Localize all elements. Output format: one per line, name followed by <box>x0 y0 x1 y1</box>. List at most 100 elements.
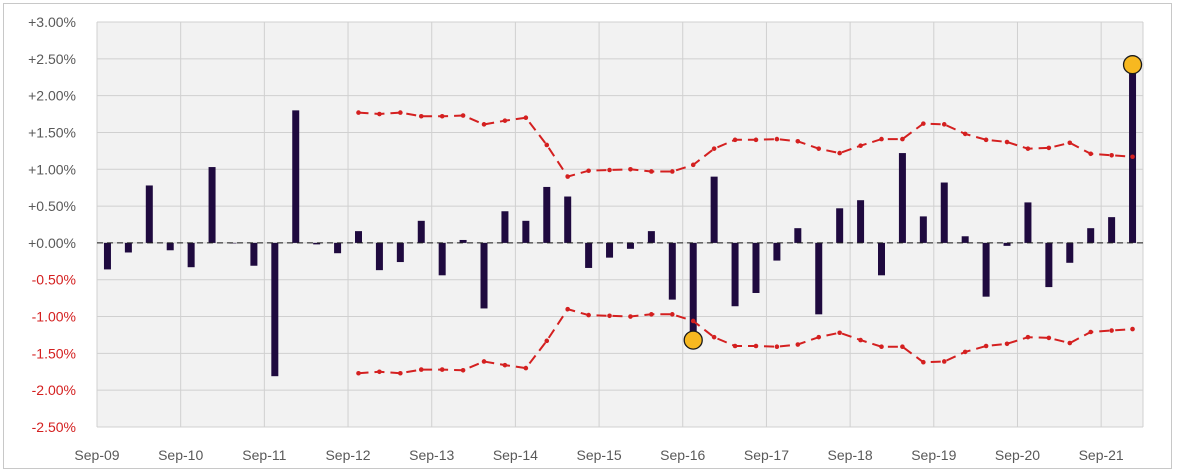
lower-band-point <box>586 312 591 318</box>
bar <box>166 242 174 251</box>
lower-band-point <box>628 314 633 319</box>
bar <box>815 242 823 315</box>
bar <box>940 182 948 243</box>
y-tick-label: +2.00% <box>28 88 76 104</box>
bar <box>898 153 906 243</box>
upper-band-point <box>941 122 947 127</box>
upper-band-series <box>356 110 1135 179</box>
bar <box>794 228 802 243</box>
upper-band-point <box>732 137 738 143</box>
upper-band-point <box>607 167 612 173</box>
bar <box>626 242 634 249</box>
lower-band-point <box>732 343 738 349</box>
upper-band-point <box>460 113 466 118</box>
upper-band-point <box>1109 152 1114 158</box>
upper-band-point <box>565 174 570 179</box>
bar <box>271 242 279 377</box>
upper-band-point <box>921 121 926 126</box>
bar <box>292 110 300 243</box>
bar <box>501 211 509 243</box>
bar <box>375 242 383 271</box>
y-tick-label: +3.00% <box>28 14 76 30</box>
x-tick-label: Sep-18 <box>828 447 873 463</box>
upper-band-point <box>1088 151 1093 157</box>
bar <box>585 242 593 268</box>
upper-band-point <box>481 122 487 127</box>
lower-band-point <box>690 318 696 324</box>
upper-band-point <box>1130 154 1135 160</box>
bar <box>752 242 760 293</box>
upper-band-point <box>690 162 696 168</box>
lower-band-point <box>753 343 759 349</box>
lower-band-point <box>607 313 612 319</box>
x-tick-label: Sep-09 <box>74 447 119 463</box>
bar <box>710 176 718 243</box>
lower-band-point <box>649 312 654 317</box>
y-tick-label: +2.50% <box>28 51 76 67</box>
upper-band-line <box>358 111 1133 178</box>
bar <box>1045 242 1053 288</box>
lower-band-point <box>481 359 487 364</box>
lower-band-point <box>418 367 424 372</box>
y-tick-label: -1.50% <box>32 345 76 361</box>
bar <box>355 231 362 243</box>
lower-band-point <box>439 367 445 372</box>
bar <box>773 242 781 261</box>
upper-band-point <box>900 136 905 142</box>
upper-band-point <box>1025 146 1031 151</box>
upper-band-point <box>753 137 759 143</box>
bar <box>1003 242 1011 246</box>
lower-band-point <box>941 359 947 364</box>
upper-band-point <box>962 131 968 137</box>
y-axis-tick-labels: +3.00% +2.50% +2.00% +1.50% +1.00% +0.50% +0.0… <box>28 14 76 435</box>
y-tick-label: -2.50% <box>32 419 76 435</box>
grid-lines <box>96 21 1144 428</box>
bar <box>124 242 132 253</box>
lower-band-point <box>544 338 550 344</box>
x-tick-label: Sep-11 <box>242 447 286 463</box>
lower-band-point <box>774 344 780 350</box>
upper-band-point <box>670 169 675 174</box>
lower-band-point <box>983 343 989 349</box>
lower-band-point <box>356 370 361 376</box>
upper-band-point <box>816 146 822 151</box>
bar <box>522 220 530 243</box>
bar <box>417 220 425 243</box>
lower-band-point <box>816 334 822 340</box>
lower-band-point <box>398 370 403 376</box>
bar <box>187 242 195 268</box>
bar <box>836 208 844 243</box>
bar <box>438 242 446 276</box>
bar <box>961 236 969 243</box>
x-tick-label: Sep-21 <box>1079 447 1124 463</box>
lower-band-point <box>523 365 529 371</box>
upper-band-point <box>711 146 717 151</box>
upper-band-point <box>398 110 403 115</box>
lower-band-point <box>502 362 508 368</box>
bar <box>480 242 488 309</box>
lower-band-point <box>837 330 842 336</box>
chart-frame <box>3 3 1172 469</box>
x-tick-label: Sep-19 <box>911 447 956 463</box>
bar <box>313 242 321 245</box>
lower-band-point <box>962 349 968 355</box>
upper-band-point <box>858 143 863 149</box>
bar <box>459 239 467 243</box>
upper-band-point <box>586 168 591 174</box>
highlight-markers <box>683 55 1143 350</box>
x-tick-label: Sep-12 <box>325 447 370 463</box>
upper-band-point <box>628 166 633 172</box>
bar <box>334 242 342 254</box>
lower-band-point <box>711 334 717 340</box>
lower-band-point <box>1130 326 1135 332</box>
lower-band-point <box>900 344 905 350</box>
upper-band-point <box>502 118 508 123</box>
bar <box>857 200 865 243</box>
plot-area <box>97 22 1143 427</box>
bar <box>1108 217 1116 243</box>
bar <box>103 242 111 270</box>
bar <box>543 186 551 243</box>
upper-band-point <box>418 113 424 119</box>
bar <box>878 242 885 276</box>
